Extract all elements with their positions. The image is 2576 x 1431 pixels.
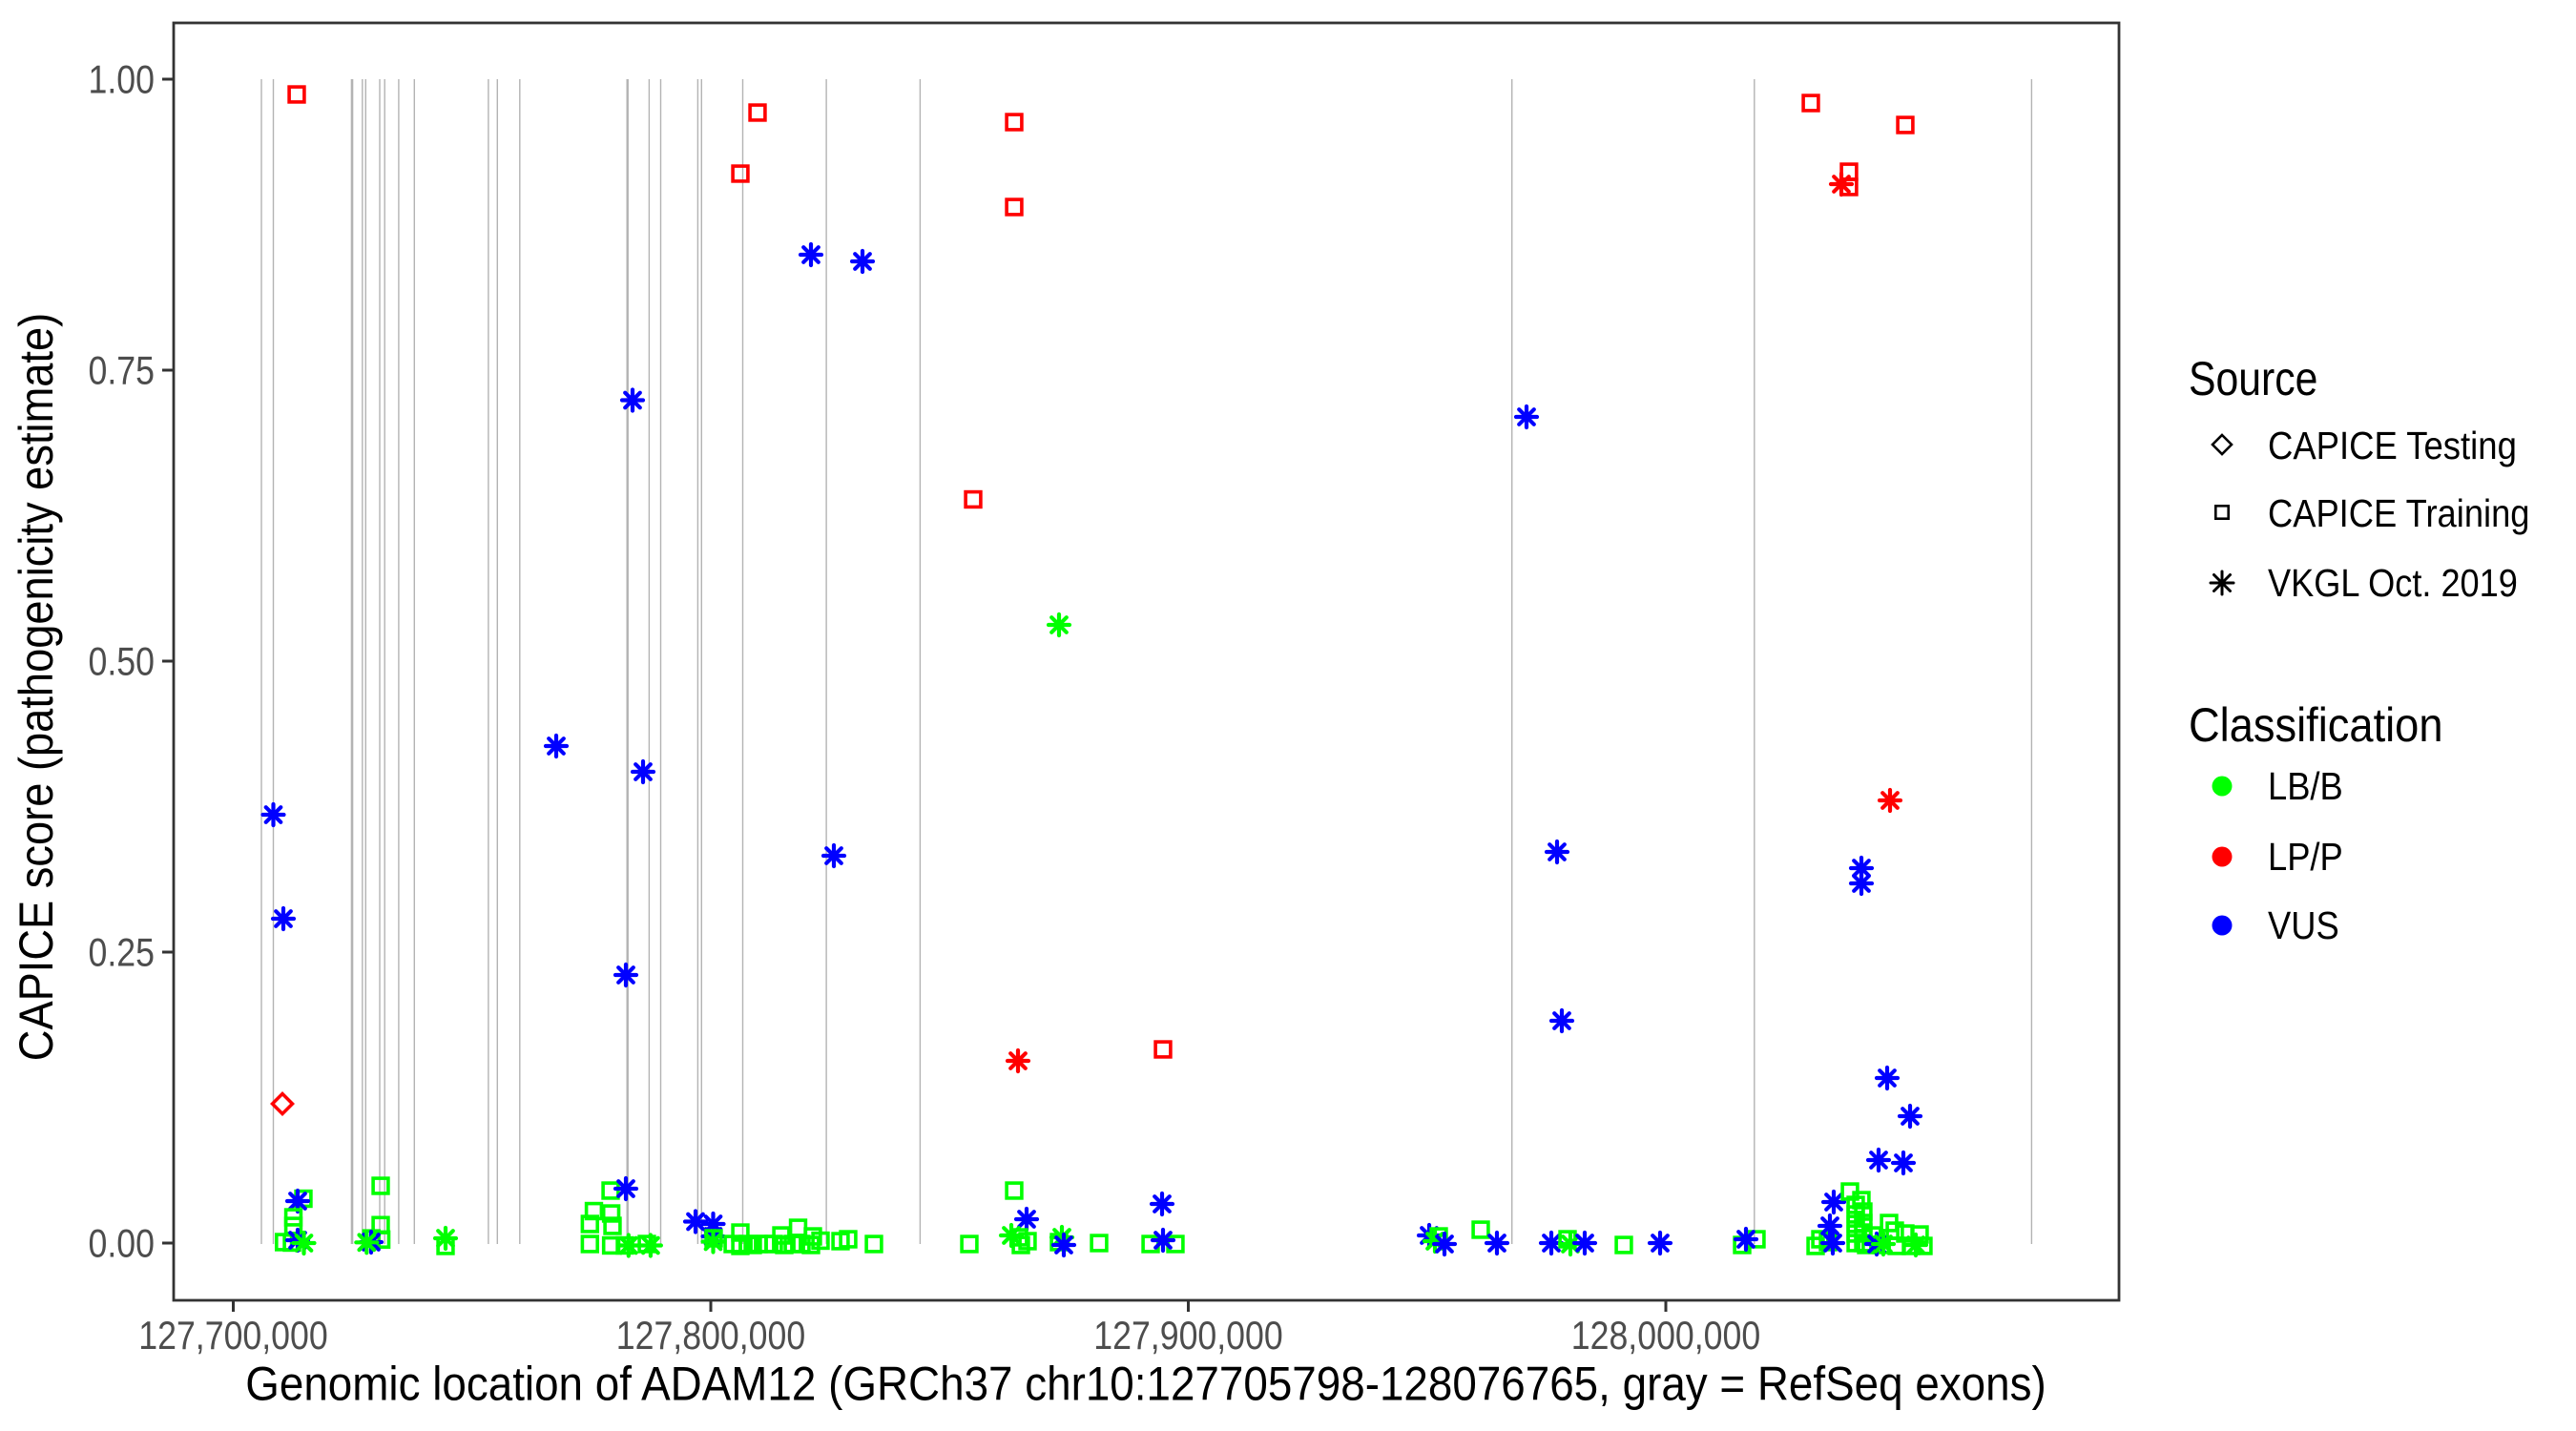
svg-text:CAPICE score (pathogenicity es: CAPICE score (pathogenicity estimate) [10,313,64,1061]
svg-text:LP/P: LP/P [2268,836,2343,880]
svg-text:0.75: 0.75 [89,349,155,393]
svg-text:Genomic location of ADAM12 (GR: Genomic location of ADAM12 (GRCh37 chr10… [245,1358,2046,1411]
svg-text:VKGL Oct. 2019: VKGL Oct. 2019 [2268,562,2518,606]
svg-text:Classification: Classification [2189,699,2443,753]
svg-text:127,900,000: 127,900,000 [1093,1314,1282,1358]
svg-text:1.00: 1.00 [89,58,155,102]
svg-text:127,700,000: 127,700,000 [138,1314,327,1358]
svg-text:128,000,000: 128,000,000 [1571,1314,1760,1358]
svg-text:LB/B: LB/B [2268,765,2343,809]
svg-text:0.50: 0.50 [89,640,155,684]
svg-text:CAPICE Testing: CAPICE Testing [2268,425,2517,467]
svg-text:VUS: VUS [2268,904,2339,948]
svg-text:CAPICE Training: CAPICE Training [2268,492,2529,536]
svg-text:0.00: 0.00 [89,1222,155,1266]
svg-text:127,800,000: 127,800,000 [616,1314,805,1358]
svg-text:Source: Source [2189,352,2317,405]
svg-text:0.25: 0.25 [89,931,155,975]
